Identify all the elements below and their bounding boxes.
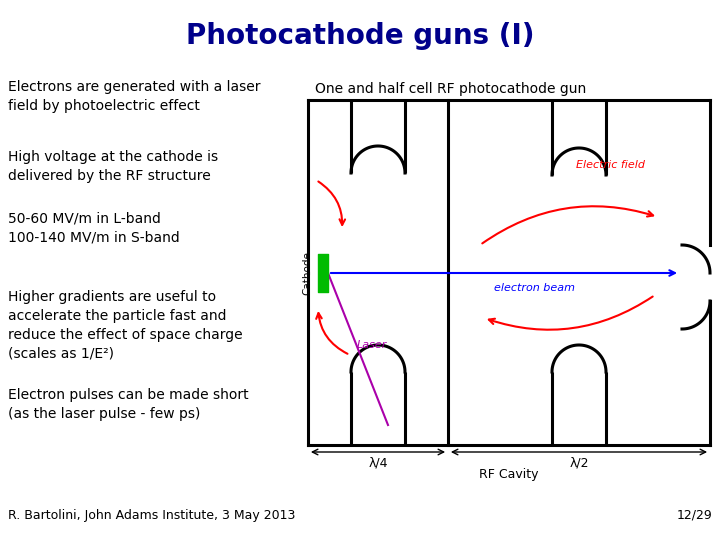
Text: Higher gradients are useful to
accelerate the particle fast and
reduce the effec: Higher gradients are useful to accelerat… xyxy=(8,290,243,361)
Text: λ/4: λ/4 xyxy=(368,456,388,469)
Text: Electron pulses can be made short
(as the laser pulse - few ps): Electron pulses can be made short (as th… xyxy=(8,388,248,421)
Text: λ/2: λ/2 xyxy=(570,456,589,469)
Text: RF Cavity: RF Cavity xyxy=(480,468,539,481)
Text: High voltage at the cathode is
delivered by the RF structure: High voltage at the cathode is delivered… xyxy=(8,150,218,183)
Text: Electric field: Electric field xyxy=(575,160,644,170)
Text: One and half cell RF photocathode gun: One and half cell RF photocathode gun xyxy=(315,82,586,96)
Text: electron beam: electron beam xyxy=(495,283,575,293)
Text: R. Bartolini, John Adams Institute, 3 May 2013: R. Bartolini, John Adams Institute, 3 Ma… xyxy=(8,509,295,522)
Text: Electrons are generated with a laser
field by photoelectric effect: Electrons are generated with a laser fie… xyxy=(8,80,261,113)
Text: 12/29: 12/29 xyxy=(676,509,712,522)
Text: 50-60 MV/m in L-band
100-140 MV/m in S-band: 50-60 MV/m in L-band 100-140 MV/m in S-b… xyxy=(8,212,180,245)
Text: Photocathode guns (I): Photocathode guns (I) xyxy=(186,22,534,50)
Text: Laser: Laser xyxy=(357,340,387,350)
Text: Cathode: Cathode xyxy=(302,251,312,295)
